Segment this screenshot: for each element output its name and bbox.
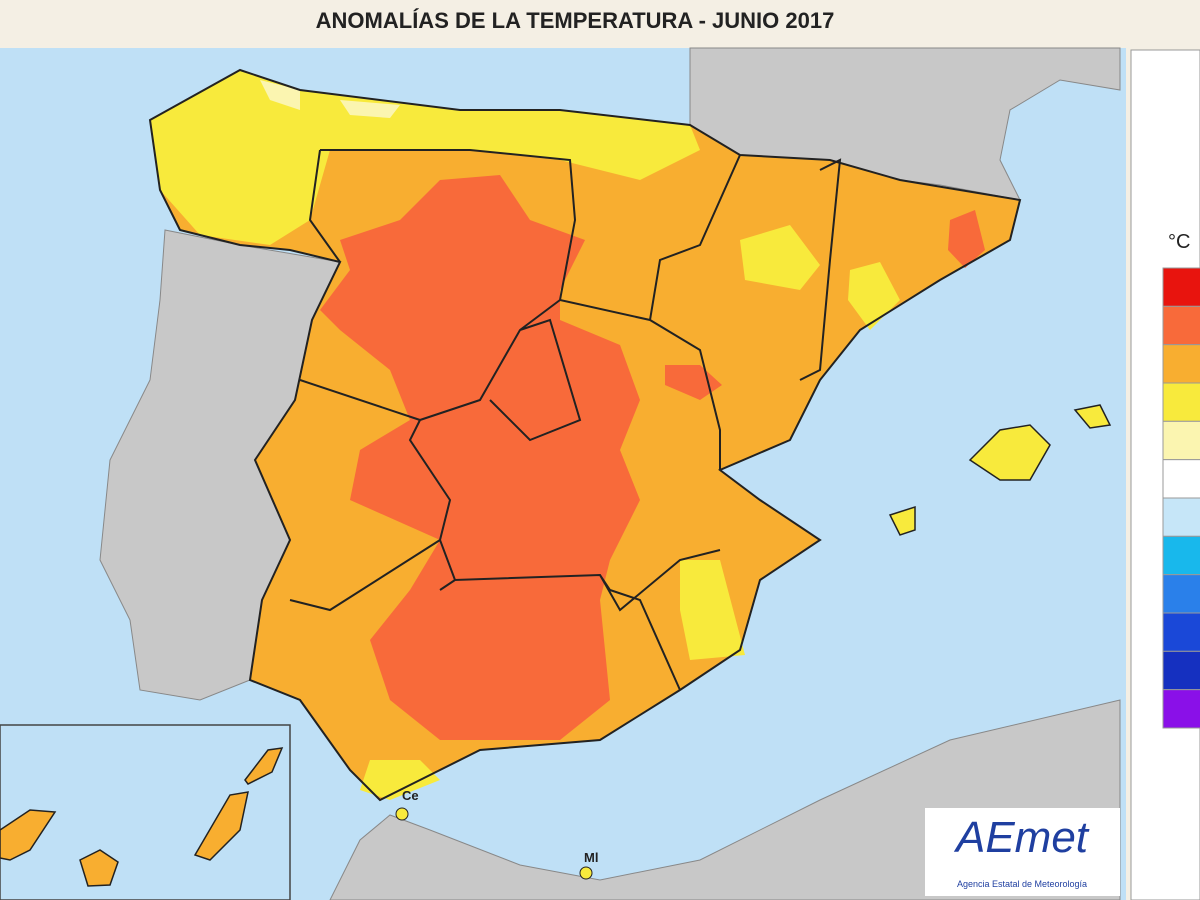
melilla-label: Ml <box>584 850 598 865</box>
legend-swatch <box>1162 344 1200 384</box>
ceuta <box>395 807 409 821</box>
legend-swatch <box>1162 497 1200 537</box>
legend-swatch <box>1162 574 1200 614</box>
north-pale <box>260 80 400 118</box>
legend-swatch <box>1162 612 1200 652</box>
logo-name: AEmet <box>953 813 1090 862</box>
legend-swatch <box>1162 267 1200 307</box>
title: ANOMALÍAS DE LA TEMPERATURA - JUNIO 2017 <box>316 8 835 33</box>
central-anomaly <box>320 175 640 740</box>
spain-border <box>148 68 1022 802</box>
legend-swatch <box>1162 650 1200 691</box>
canary-islands <box>0 747 284 887</box>
north-anomaly <box>150 70 700 245</box>
balearic-islands <box>888 404 1112 536</box>
africa <box>329 699 1121 900</box>
legend-swatch <box>1162 535 1200 576</box>
logo-box <box>925 808 1120 896</box>
legend-swatch <box>1162 305 1200 346</box>
legend-swatch <box>1162 459 1200 499</box>
legend-swatch <box>1162 689 1200 729</box>
melilla <box>579 866 593 880</box>
ceuta-label: Ce <box>402 788 419 803</box>
title-bar <box>0 0 1200 46</box>
legend-swatch <box>1162 382 1200 422</box>
legend-unit: °C <box>1168 231 1190 253</box>
local-anomaly <box>665 210 985 400</box>
logo-subtitle: Agencia Estatal de Meteorología <box>957 879 1087 889</box>
region-borders <box>289 149 842 691</box>
legend-swatch <box>1162 420 1200 461</box>
legend <box>1162 267 1200 729</box>
